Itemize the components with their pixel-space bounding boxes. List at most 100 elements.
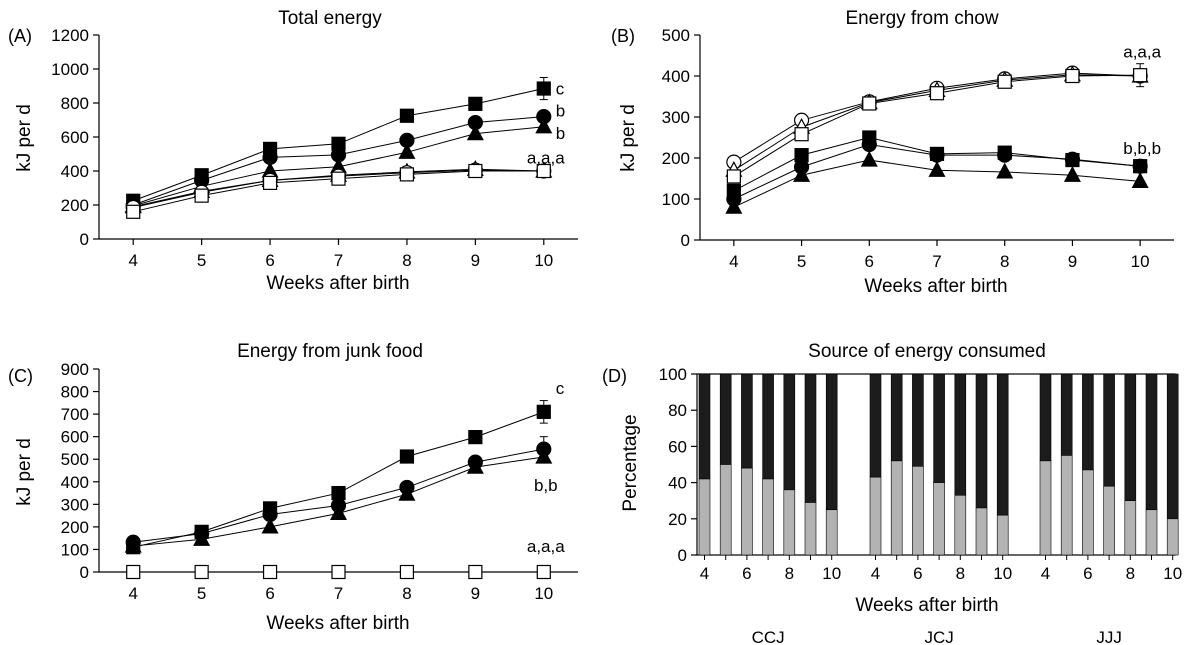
bar-segment-lower [912, 466, 924, 556]
data-point-filled-triangle [329, 504, 348, 520]
data-point-open-square [1065, 68, 1080, 84]
x-tick-label: 4 [871, 564, 880, 583]
bar-segment-lower [933, 482, 945, 556]
data-point-open-square [536, 163, 551, 179]
data-point-filled-square [468, 96, 483, 111]
bar-segment-upper [869, 373, 882, 478]
data-point-filled-triangle [793, 165, 811, 182]
x-tick-label: 6 [1083, 564, 1092, 583]
x-tick-label: 8 [785, 564, 794, 583]
data-point-filled-circle [1132, 158, 1148, 174]
bar-segment-upper [996, 373, 1009, 516]
y-tick-label: 20 [668, 510, 687, 529]
data-point-filled-square [399, 449, 415, 464]
panel-b-ylabel: kJ per d [618, 104, 639, 172]
panel-b-title: Energy from chow [845, 8, 998, 29]
bar-segment-lower [954, 494, 967, 556]
bar-segment-upper [804, 373, 817, 503]
y-tick-label: 500 [662, 26, 690, 45]
bar-segment-upper [762, 373, 774, 480]
data-point-open-square [862, 96, 877, 111]
panel-a: (A) Total energy Weeks after birth kJ pe… [8, 8, 578, 294]
group-label: JJJ [1096, 628, 1122, 645]
x-tick-label: 8 [402, 584, 411, 603]
panel-a-ylabel: kJ per d [14, 104, 35, 172]
y-tick-label: 400 [61, 473, 89, 492]
bar-segment-lower [1145, 509, 1158, 556]
data-point-filled-triangle [1131, 172, 1149, 188]
x-tick-label: 6 [265, 584, 274, 603]
x-tick-label: 8 [1000, 252, 1009, 271]
y-tick-label: 900 [61, 360, 89, 379]
bar-segment-upper [954, 373, 967, 496]
data-point-filled-triangle [860, 150, 878, 167]
significance-label: c [556, 379, 565, 398]
bar-segment-upper [783, 373, 796, 491]
bar-segment-lower [719, 464, 732, 556]
bar-segment-upper [933, 373, 945, 483]
bar-segment-upper [1039, 373, 1052, 462]
data-point-filled-square [468, 430, 483, 445]
bar-segment-lower [741, 467, 753, 556]
bar-segment-lower [825, 509, 838, 556]
x-tick-label: 9 [1068, 252, 1077, 271]
data-point-open-square [468, 163, 483, 179]
data-point-open-square [536, 564, 551, 580]
x-tick-label: 7 [334, 251, 343, 270]
data-point-open-square [126, 204, 141, 219]
y-tick-label: 600 [61, 428, 89, 447]
x-tick-label: 4 [729, 252, 738, 271]
panel-a-title: Total energy [278, 8, 382, 29]
panel-c-title: Energy from junk food [237, 341, 423, 362]
bar-segment-lower [698, 478, 711, 556]
bar-segment-upper [825, 373, 838, 511]
data-point-open-square [399, 564, 415, 580]
data-point-open-square [794, 127, 809, 142]
x-tick-label: 5 [197, 584, 206, 603]
data-point-filled-circle [1064, 151, 1081, 167]
panel-c-ylabel: kJ per d [14, 438, 35, 506]
y-tick-label: 300 [662, 108, 690, 127]
data-point-open-square [399, 167, 415, 182]
panel-b-plot: 0 100 200 300 400 500 4 5 6 7 8 9 10 a,a,a b,b,b [662, 26, 1174, 271]
data-point-filled-triangle [535, 447, 553, 464]
data-point-filled-triangle [193, 530, 211, 546]
x-tick-label: 10 [822, 564, 841, 583]
x-tick-label: 9 [471, 251, 480, 270]
data-point-filled-triangle [261, 517, 279, 534]
bar-segment-upper [719, 373, 732, 465]
x-tick-label: 10 [534, 584, 553, 603]
y-tick-label: 0 [80, 563, 89, 582]
data-point-open-square [262, 564, 278, 580]
bar-segment-upper [1145, 373, 1158, 511]
y-tick-label: 300 [61, 495, 89, 514]
data-point-filled-square [536, 81, 551, 96]
data-point-open-square [468, 564, 483, 580]
x-tick-label: 6 [865, 252, 874, 271]
bar-segment-lower [1060, 455, 1073, 556]
group-label: JCJ [924, 628, 953, 645]
y-tick-label: 100 [659, 365, 687, 384]
y-tick-label: 700 [61, 405, 89, 424]
x-tick-label: 4 [128, 584, 137, 603]
bar-segment-lower [1039, 460, 1052, 556]
data-point-filled-square [536, 404, 551, 419]
data-point-filled-triangle [996, 162, 1014, 179]
panel-d-xlabel: Weeks after birth [855, 595, 998, 616]
x-tick-label: 8 [1126, 564, 1135, 583]
y-tick-label: 0 [678, 546, 687, 565]
bar-segment-lower [869, 476, 882, 556]
bar-segment-lower [1082, 469, 1094, 556]
bar-segment-upper [975, 373, 988, 509]
y-tick-label: 80 [668, 401, 687, 420]
data-point-filled-triangle [928, 161, 946, 177]
data-point-filled-triangle [124, 536, 142, 553]
x-tick-label: 10 [1131, 252, 1150, 271]
data-point-filled-triangle [466, 124, 484, 141]
y-tick-label: 40 [668, 474, 687, 493]
data-point-open-square [726, 169, 741, 184]
panel-c: (C) Energy from junk food Weeks after bi… [8, 341, 578, 634]
y-tick-label: 800 [61, 94, 89, 113]
data-point-filled-triangle [398, 484, 416, 501]
panel-d-plot: 0 20 40 60 80 100 4 6 8 10 CCJ 4 6 8 10 JCJ 4 6 8 10 JJJ [659, 365, 1183, 645]
